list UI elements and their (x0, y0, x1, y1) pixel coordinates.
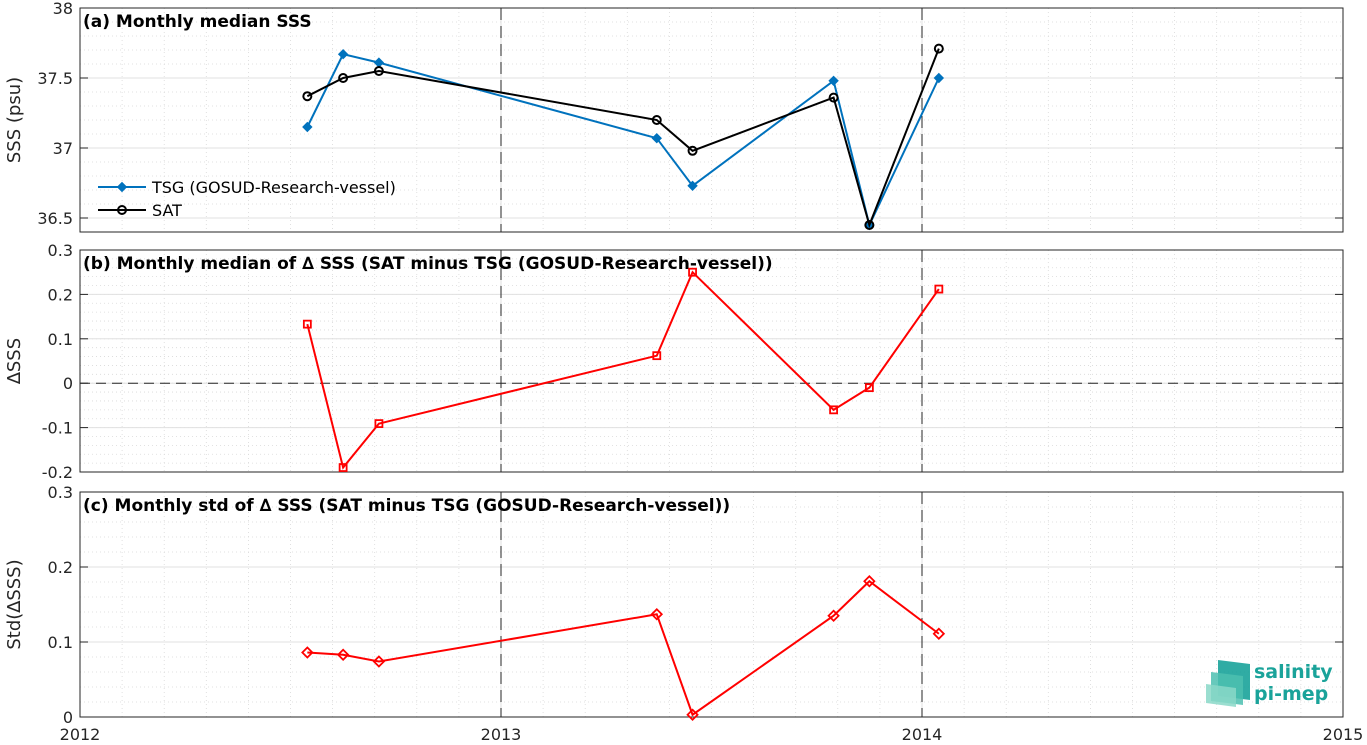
x-tick-label: 2014 (902, 725, 943, 744)
data-point (687, 145, 698, 156)
y-tick-label: -0.1 (42, 419, 73, 438)
axes-box (79, 491, 1344, 718)
salinity-pi-mep-logo: salinity pi-mep (1206, 660, 1333, 707)
data-point (338, 463, 348, 472)
data-point (687, 180, 698, 192)
legend-label: TSG (GOSUD-Research-vessel) (151, 178, 396, 197)
data-point (933, 72, 945, 84)
data-point (828, 75, 839, 87)
x-tick-label: 2013 (481, 725, 522, 744)
data-point (373, 57, 385, 68)
y-tick-label: 0.1 (48, 330, 73, 349)
panel-title: (b) Monthly median of ∆ SSS (SAT minus T… (83, 254, 773, 274)
y-axis-label: SSS (psu) (4, 77, 25, 163)
y-tick-label: 0 (63, 374, 73, 393)
data-point (651, 132, 662, 144)
logo-line2: pi-mep (1254, 683, 1328, 705)
data-point (828, 92, 839, 103)
data-point (863, 574, 876, 588)
y-tick-label: -0.2 (42, 463, 73, 482)
y-tick-label: 0.3 (48, 241, 73, 260)
data-point (336, 648, 350, 662)
panel-2: -0.2 -0.1 0 0.1 0.2 0.3 ∆SSS (b) Monthly median… (4, 241, 1344, 482)
y-tick-label: 0.2 (48, 558, 73, 577)
data-point (373, 66, 384, 76)
series-line (306, 270, 940, 470)
legend: TSG (GOSUD-Research-vessel) SAT (98, 178, 396, 220)
data-point (301, 646, 314, 659)
y-tick-label: 38 (53, 0, 73, 18)
panel-title: (c) Monthly std of ∆ SSS (SAT minus TSG … (83, 496, 730, 516)
y-tick-label: 0 (63, 708, 73, 727)
data-point (338, 73, 349, 83)
panel-3: 0 0.1 0.2 0.3 2012 2013 2014 2015 Std(∆SSS) (c) M… (4, 483, 1363, 744)
logo-line1: salinity (1254, 661, 1333, 683)
panel-1: 36.5 37 37.5 38 SSS (psu) (a) Monthly median … (4, 0, 1344, 233)
data-point (650, 607, 664, 621)
series-line (306, 53, 940, 228)
x-tick-label: 2012 (60, 725, 101, 744)
series-line (307, 579, 940, 717)
y-tick-label: 0.1 (48, 633, 73, 652)
data-point (829, 405, 838, 415)
data-point (116, 181, 128, 193)
data-point (337, 48, 349, 60)
axes-box (79, 249, 1344, 473)
data-point (932, 627, 946, 641)
data-point (688, 267, 697, 277)
data-point (864, 383, 874, 393)
panel-title: (a) Monthly median SSS (83, 12, 312, 32)
data-point (934, 284, 944, 294)
y-tick-label: 0.3 (48, 483, 73, 502)
data-point (933, 43, 944, 54)
data-point (686, 708, 699, 722)
data-point (652, 351, 662, 361)
y-tick-label: 37 (53, 139, 73, 158)
data-point (864, 220, 875, 230)
data-point (302, 91, 313, 102)
y-tick-label: 36.5 (37, 209, 73, 228)
y-axis-label: ∆SSS (4, 338, 25, 385)
y-tick-label: 0.2 (48, 285, 73, 304)
series-line (306, 48, 940, 229)
data-point (117, 205, 127, 215)
data-point (651, 115, 662, 125)
y-tick-label: 37.5 (37, 69, 73, 88)
x-tick-label: 2015 (1323, 725, 1364, 744)
legend-label: SAT (152, 201, 182, 220)
data-point (372, 655, 386, 668)
axes-box (79, 7, 1344, 233)
data-point (302, 121, 313, 133)
y-axis-label: Std(∆SSS) (4, 559, 25, 649)
data-point (374, 419, 384, 429)
data-point (827, 609, 840, 623)
data-point (302, 319, 312, 329)
